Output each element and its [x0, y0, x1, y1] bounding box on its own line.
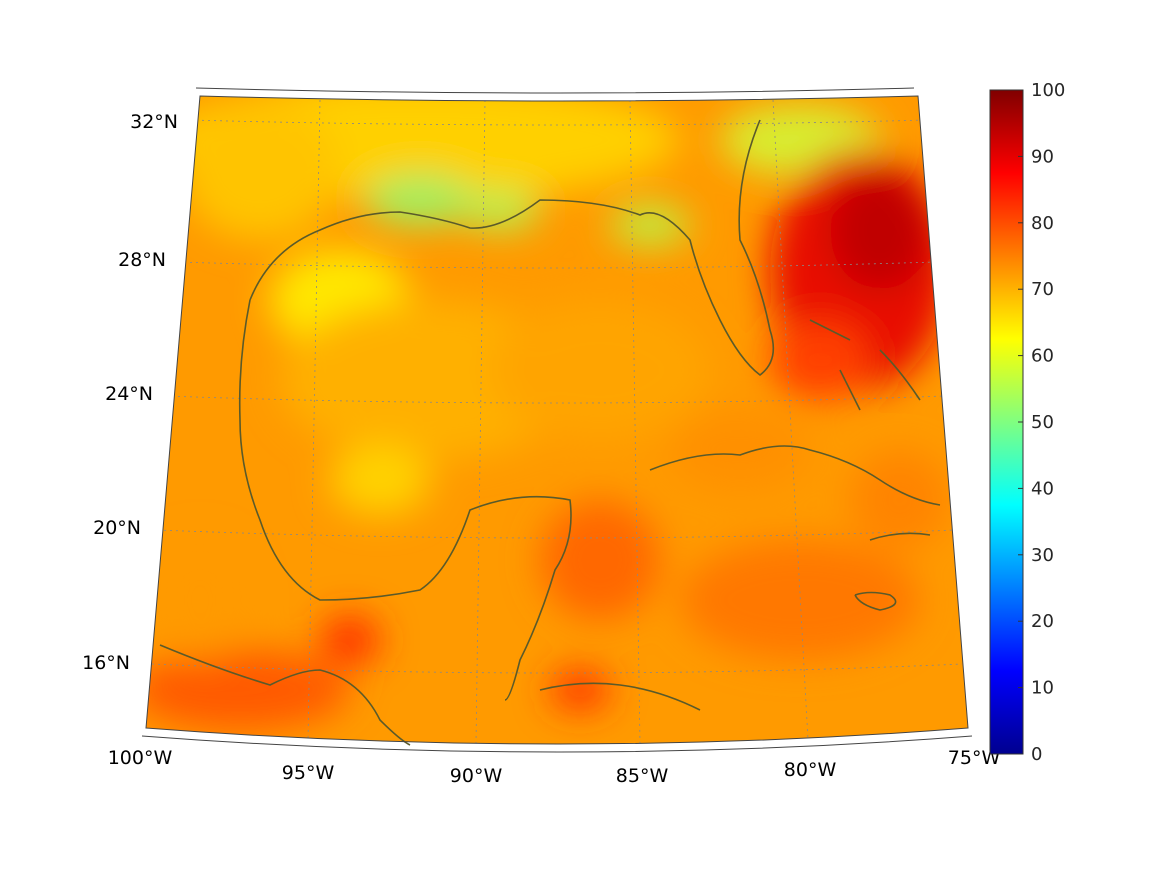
lon-label-90: 90°W: [450, 765, 503, 787]
colorbar-label-40: 40: [1031, 478, 1054, 499]
colorbar-label-80: 80: [1031, 213, 1054, 234]
map-frame: [145, 95, 969, 745]
frame-top-outer: [195, 87, 915, 94]
colorbar-label-10: 10: [1031, 678, 1054, 699]
lat-label-24: 24°N: [105, 383, 153, 405]
lon-label-80: 80°W: [784, 759, 837, 781]
frame-bottom-outer: [141, 735, 973, 753]
lat-label-20: 20°N: [93, 517, 141, 539]
lon-label-85: 85°W: [616, 765, 669, 787]
longitude-labels: 100°W 95°W 90°W 85°W 80°W 75°W: [108, 747, 1001, 787]
latitude-labels: 16°N 20°N 24°N 28°N 32°N: [82, 111, 178, 674]
colorbar-label-0: 0: [1031, 744, 1042, 765]
colorbar: 0 10 20 30 40 50 60 70 80 90 100: [989, 80, 1065, 765]
colorbar-label-100: 100: [1031, 80, 1065, 101]
colorbar-ticks: 0 10 20 30 40 50 60 70 80 90 100: [1018, 80, 1065, 765]
lat-label-28: 28°N: [118, 249, 166, 271]
colorbar-label-30: 30: [1031, 545, 1054, 566]
colorbar-label-20: 20: [1031, 611, 1054, 632]
graticule: [151, 99, 963, 744]
colorbar-label-50: 50: [1031, 412, 1054, 433]
lat-label-16: 16°N: [82, 652, 130, 674]
coastlines: [159, 119, 941, 746]
lat-label-32: 32°N: [130, 111, 178, 133]
data-field: [146, 96, 968, 744]
colorbar-label-90: 90: [1031, 146, 1054, 167]
lon-label-95: 95°W: [282, 762, 335, 784]
lon-label-100: 100°W: [108, 747, 173, 769]
colorbar-label-60: 60: [1031, 346, 1054, 367]
colorbar-label-70: 70: [1031, 279, 1054, 300]
lon-label-75: 75°W: [948, 747, 1001, 769]
